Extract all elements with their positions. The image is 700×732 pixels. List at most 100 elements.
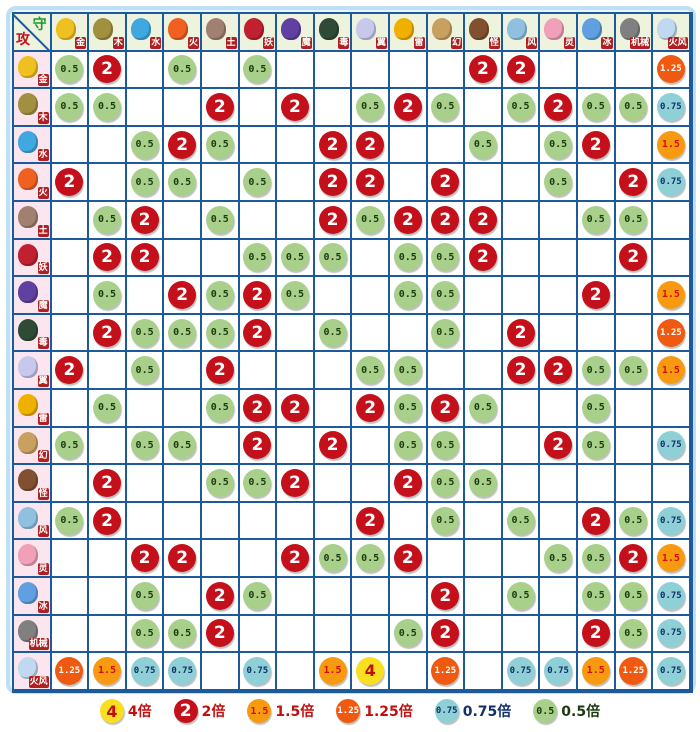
table-cell: 0.5 [352,201,390,240]
multiplier-badge: 2 [581,619,610,648]
table-cell [277,314,315,353]
multiplier-badge: 2 [619,544,648,573]
table-cell: 2 [89,314,127,353]
type-icon-3 [18,168,38,191]
multiplier-badge: 0.5 [581,431,610,460]
table-cell [465,164,503,202]
table-cell: 2 [389,201,428,240]
table-cell: 0.5 [577,427,616,466]
multiplier-badge: 2 [205,92,234,121]
type-icon-6 [281,18,302,40]
table-cell: 0.5 [201,201,240,240]
multiplier-badge: 0.5 [619,619,648,648]
row-header: 机械 [14,615,52,654]
table-cell [126,465,165,503]
multiplier-badge: 2 [280,393,309,422]
table-cell [577,314,616,353]
table-cell: 0.5 [577,577,616,616]
column-header: 机械 [615,14,654,52]
row-header: 金 [14,51,52,90]
multiplier-badge: 1.5 [656,544,685,573]
table-cell: 2 [427,201,466,240]
type-icon-8 [356,18,377,40]
table-cell [615,427,654,466]
table-cell: 1.25 [427,653,466,691]
multiplier-badge: 0.5 [393,280,422,309]
table-cell: 0.5 [540,540,578,578]
legend-label: 0.75倍 [462,704,512,720]
table-cell [465,502,503,541]
type-label: 幻 [451,36,463,49]
multiplier-badge: 2 [468,243,497,272]
table-cell: 2 [615,540,654,578]
table-cell: 0.75 [126,653,165,691]
row-header: 翼 [14,352,52,390]
table-cell: 0.5 [427,239,466,278]
column-header: 幻 [427,14,466,52]
type-icon-11 [469,18,490,40]
table-cell: 2 [126,540,165,578]
type-label: 金 [75,36,87,49]
table-cell: 2 [164,126,202,165]
table-cell [164,352,202,390]
table-cell: 0.75 [653,577,691,616]
type-label: 火风 [667,36,688,49]
multiplier-badge: 0.75 [656,656,685,685]
table-cell: 0.5 [389,427,428,466]
column-header: 水 [126,14,165,52]
table-cell [126,89,165,127]
multiplier-badge: 0.5 [55,506,84,535]
multiplier-badge: 0.5 [619,356,648,385]
multiplier-badge: 2 [393,544,422,573]
multiplier-badge: 0.5 [55,431,84,460]
table-cell [164,465,202,503]
table-cell [164,239,202,278]
multiplier-badge: 2 [431,393,460,422]
multiplier-badge: 2 [544,356,573,385]
table-cell: 2 [89,51,127,90]
table-cell: 2 [577,126,616,165]
table-cell [389,653,428,691]
legend-label: 4倍 [127,704,152,720]
multiplier-badge: 0.5 [168,55,197,84]
table-cell: 2 [164,540,202,578]
multiplier-badge: 0.5 [356,356,385,385]
table-cell [352,577,390,616]
table-cell [615,389,654,428]
multiplier-badge: 1.5 [92,656,121,685]
multiplier-badge: 0.5 [92,280,121,309]
multiplier-badge: 0.5 [205,280,234,309]
table-cell [89,427,127,466]
table-cell: 0.5 [352,540,390,578]
multiplier-badge: 2 [130,205,159,234]
table-cell: 2 [277,540,315,578]
table-cell [314,352,353,390]
table-cell [465,653,503,691]
type-icon-13 [18,544,38,567]
multiplier-badge: 2 [431,168,460,197]
type-icon-9 [18,393,38,416]
table-cell: 0.5 [314,540,353,578]
table-cell [164,89,202,127]
table-cell: 0.5 [352,352,390,390]
table-cell [352,615,390,654]
multiplier-badge: 2 [130,544,159,573]
table-cell [126,502,165,541]
table-cell [51,277,90,315]
defend-label: 守 [32,17,47,33]
type-effectiveness-table: 守 攻 金木水火土妖魔毒翼雷幻怪风灵冰机械 火风金 0.5 2 0.5 0.5 2 2 1.25… [12,12,693,693]
table-cell: 2 [389,89,428,127]
table-cell [540,201,578,240]
multiplier-badge: 2 [356,506,385,535]
table-cell: 2 [201,352,240,390]
type-label: 妖 [263,36,275,49]
type-label: 水 [150,36,162,49]
multiplier-badge: 2 [506,55,535,84]
multiplier-badge: 0.5 [92,393,121,422]
table-cell [502,427,541,466]
table-cell [540,277,578,315]
table-cell [126,51,165,90]
table-cell: 0.5 [126,314,165,353]
row-header: 魔 [14,277,52,315]
multiplier-badge: 1.5 [581,656,610,685]
